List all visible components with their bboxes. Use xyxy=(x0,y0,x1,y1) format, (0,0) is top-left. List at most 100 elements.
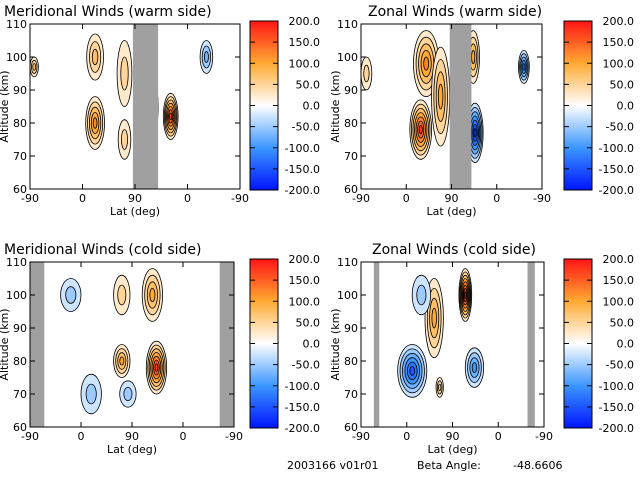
x-tick-label: -90 xyxy=(352,192,370,205)
x-tick-label: 0 xyxy=(403,430,410,443)
colorbar-tick-label: 150.0 xyxy=(289,36,321,49)
x-tick-label: 0 xyxy=(184,192,191,205)
contour-blob xyxy=(418,125,423,135)
colorbar-tick-label: 200.0 xyxy=(603,15,635,28)
y-tick-label: 100 xyxy=(337,289,358,302)
colorbar-tick-label: 200.0 xyxy=(603,253,635,266)
panel-1: Meridional Winds (warm side) 60 70 80 90 100 1… xyxy=(0,4,320,218)
contour-blob xyxy=(85,383,97,405)
panel-title: Meridional Winds (warm side) xyxy=(4,4,212,20)
y-tick-label: 70 xyxy=(344,388,358,401)
y-tick-label: 60 xyxy=(344,183,358,196)
x-tick-label: -90 xyxy=(21,192,39,205)
contour-blob xyxy=(438,383,442,392)
contour-blob xyxy=(120,56,129,91)
colorbar-tick-label: -50.0 xyxy=(292,359,320,372)
colorbar-tick-label: 0.0 xyxy=(617,100,635,113)
colorbar-tick-label: -200.0 xyxy=(599,184,634,197)
no-data-band xyxy=(132,24,159,189)
y-tick-label: 100 xyxy=(6,51,27,64)
colorbar-tick-label: 100.0 xyxy=(603,57,635,70)
panel-title: Zonal Winds (cold side) xyxy=(372,242,536,258)
contour-field xyxy=(30,262,234,427)
beta-angle-label: Beta Angle: xyxy=(417,459,481,472)
contour-blob xyxy=(121,129,129,150)
x-tick-label: -90 xyxy=(21,430,39,443)
y-tick-label: 70 xyxy=(13,388,27,401)
y-tick-label: 90 xyxy=(344,84,358,97)
panel-4: Zonal Winds (cold side) 60 70 80 90 100 110 -90… xyxy=(329,242,634,456)
y-tick-label: 60 xyxy=(13,183,27,196)
panel-title: Meridional Winds (cold side) xyxy=(4,242,202,258)
y-tick-label: 80 xyxy=(344,117,358,130)
x-axis-label: Lat (deg) xyxy=(428,443,478,456)
no-data-band xyxy=(527,262,535,427)
colorbar-tick-label: 150.0 xyxy=(603,274,635,287)
contour-blob xyxy=(464,291,467,299)
x-tick-label: 0 xyxy=(79,192,86,205)
colorbar-tick-label: 100.0 xyxy=(289,295,321,308)
colorbar-tick-label: 150.0 xyxy=(603,36,635,49)
colorbar-tick-label: -100.0 xyxy=(599,380,634,393)
contour-field xyxy=(361,24,530,189)
y-tick-label: 90 xyxy=(13,322,27,335)
contour-field xyxy=(30,24,214,189)
colorbar-tick-label: -50.0 xyxy=(606,359,634,372)
x-axis-label: Lat (deg) xyxy=(427,205,477,218)
panel-2: Zonal Winds (warm side) 60 70 80 90 100 110 -90… xyxy=(329,4,634,218)
x-tick-label: 0 xyxy=(493,192,500,205)
y-tick-label: 70 xyxy=(344,150,358,163)
y-tick-label: 80 xyxy=(344,355,358,368)
y-axis-label: Altitude (km) xyxy=(0,70,11,142)
y-axis-label: Altitude (km) xyxy=(329,308,342,380)
x-tick-label: 90 xyxy=(128,192,142,205)
colorbar-tick-label: 50.0 xyxy=(610,78,635,91)
x-tick-label: 0 xyxy=(403,192,410,205)
y-tick-label: 80 xyxy=(13,117,27,130)
colorbar-tick-label: 200.0 xyxy=(289,253,321,266)
colorbar-tick-label: 150.0 xyxy=(289,274,321,287)
contour-blob xyxy=(119,356,125,366)
colorbar-tick-label: -50.0 xyxy=(292,121,320,134)
x-tick-label: -90 xyxy=(533,192,551,205)
contour-blob xyxy=(473,128,477,138)
y-tick-label: 110 xyxy=(337,256,358,269)
contour-blob xyxy=(123,386,133,401)
y-tick-label: 110 xyxy=(6,18,27,31)
contour-blob xyxy=(471,362,478,374)
contour-blob xyxy=(154,363,159,372)
y-axis-label: Altitude (km) xyxy=(0,308,11,380)
contour-blob xyxy=(91,48,99,66)
colorbar-tick-label: 0.0 xyxy=(303,100,321,113)
y-tick-label: 90 xyxy=(13,84,27,97)
y-tick-label: 60 xyxy=(344,421,358,434)
contour-blob xyxy=(92,117,98,129)
x-tick-label: 90 xyxy=(445,192,459,205)
contour-blob xyxy=(416,284,427,306)
panel-title: Zonal Winds (warm side) xyxy=(368,4,542,20)
x-tick-label: 0 xyxy=(180,430,187,443)
contour-blob xyxy=(409,366,416,376)
beta-angle-value: -48.6606 xyxy=(513,459,563,472)
y-axis-label: Altitude (km) xyxy=(329,70,342,142)
colorbar-tick-label: 50.0 xyxy=(296,78,321,91)
contour-blob xyxy=(32,63,36,71)
colorbar-tick-label: 50.0 xyxy=(296,316,321,329)
colorbar-tick-label: -100.0 xyxy=(285,142,320,155)
colorbar-tick-label: 200.0 xyxy=(289,15,321,28)
colorbar-tick-label: 0.0 xyxy=(617,338,635,351)
x-tick-label: 90 xyxy=(446,430,460,443)
y-tick-label: 60 xyxy=(13,421,27,434)
x-tick-label: -90 xyxy=(225,430,243,443)
contour-blob xyxy=(522,63,526,71)
plot-area xyxy=(361,262,544,427)
contour-blob xyxy=(363,64,370,83)
contour-blob xyxy=(65,286,77,304)
y-tick-label: 70 xyxy=(13,150,27,163)
colorbar-tick-label: -150.0 xyxy=(285,401,320,414)
x-tick-label: -90 xyxy=(352,430,370,443)
x-tick-label: 0 xyxy=(495,430,502,443)
contour-blob xyxy=(169,112,173,121)
date-version-label: 2003166 v01r01 xyxy=(287,459,379,472)
